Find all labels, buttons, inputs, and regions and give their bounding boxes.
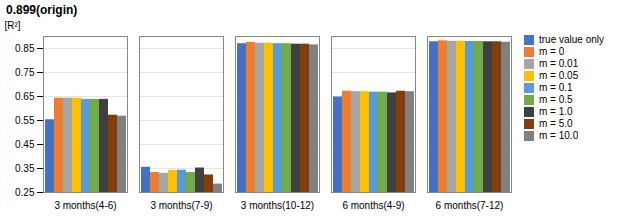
svg-text:6 months(4-9): 6 months(4-9)	[342, 200, 404, 211]
svg-text:3 months(4-6): 3 months(4-6)	[54, 200, 116, 211]
html-text:m = 0.1: m = 0.1	[539, 82, 573, 93]
html-text:m = 0.5: m = 0.5	[539, 94, 573, 105]
svg-text:[R²]: [R²]	[5, 20, 21, 31]
html-text:m = 0.05: m = 0.05	[539, 70, 579, 81]
svg-text:6 months(7-12): 6 months(7-12)	[436, 200, 504, 211]
svg-text:3 months(10-12): 3 months(10-12)	[241, 200, 314, 211]
svg-text:0.35: 0.35	[15, 163, 35, 174]
svg-text:0.25: 0.25	[15, 187, 35, 198]
svg-text:0.45: 0.45	[15, 139, 35, 150]
html-text:true value only: true value only	[539, 34, 604, 45]
html-text:m = 1.0: m = 1.0	[539, 106, 573, 117]
html-text:m = 0.01: m = 0.01	[539, 58, 579, 69]
html-text:m = 10.0: m = 10.0	[539, 130, 579, 141]
html-text:0.899(origin): 0.899(origin)	[6, 3, 78, 17]
html-text:m = 5.0: m = 5.0	[539, 118, 573, 129]
html-text:m = 0: m = 0	[539, 46, 565, 57]
svg-text:0.75: 0.75	[15, 67, 35, 78]
svg-text:0.55: 0.55	[15, 115, 35, 126]
svg-text:0.65: 0.65	[15, 91, 35, 102]
svg-text:0.85: 0.85	[15, 43, 35, 54]
svg-text:3 months(7-9): 3 months(7-9)	[150, 200, 212, 211]
